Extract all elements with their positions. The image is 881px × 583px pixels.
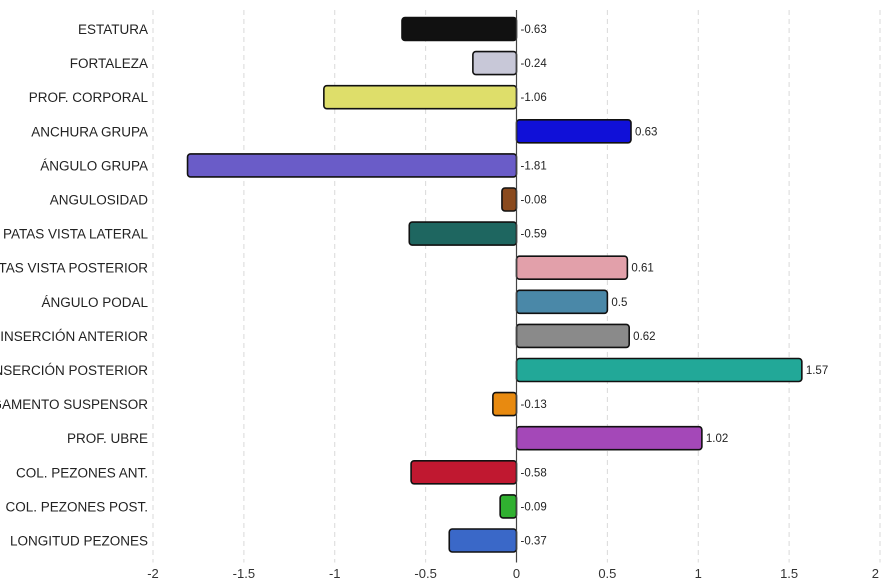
category-label: ANCHURA GRUPA	[31, 124, 148, 139]
value-label: 1.57	[806, 365, 828, 377]
bar	[501, 187, 518, 212]
category-label: LIGAMENTO SUSPENSOR	[0, 397, 148, 412]
value-label: 0.5	[611, 297, 627, 309]
value-label: -0.58	[521, 467, 547, 479]
bar	[186, 153, 518, 178]
bar	[515, 425, 703, 451]
value-label: 0.61	[631, 263, 653, 275]
bar	[515, 119, 632, 144]
x-tick-label: -1.5	[233, 566, 255, 581]
category-label: PROF. UBRE	[67, 431, 148, 446]
category-label: PATAS VISTA POSTERIOR	[0, 261, 148, 276]
bar	[492, 391, 518, 417]
bars	[186, 16, 803, 553]
bar	[410, 459, 518, 485]
category-label: COL. PEZONES ANT.	[16, 465, 148, 480]
bar	[515, 289, 609, 315]
value-label: 0.63	[635, 126, 657, 138]
value-label: 1.02	[706, 433, 728, 445]
category-label: COL. PEZONES POST.	[5, 499, 148, 514]
category-label: PROF. CORPORAL	[29, 90, 149, 105]
x-tick-label: -0.5	[414, 566, 436, 581]
value-label: -0.37	[521, 536, 547, 548]
bar	[323, 84, 518, 110]
value-label: -0.63	[521, 24, 547, 36]
bar	[499, 494, 518, 519]
bar	[448, 528, 518, 553]
bar	[515, 323, 630, 349]
value-label: 0.62	[633, 331, 655, 343]
bar	[472, 50, 518, 76]
value-label: -0.09	[521, 501, 547, 513]
value-label: -0.59	[521, 229, 547, 241]
bar	[401, 16, 518, 42]
category-label: ESTATURA	[78, 22, 148, 37]
value-label: -1.06	[521, 92, 547, 104]
x-tick-label: 1	[695, 566, 702, 581]
category-label: LONGITUD PEZONES	[10, 534, 148, 549]
value-label: -0.08	[521, 195, 547, 207]
x-tick-label: 0	[513, 566, 520, 581]
value-label: -0.13	[521, 399, 547, 411]
x-tick-label: -1	[329, 566, 341, 581]
x-tick-label: 0.5	[598, 566, 616, 581]
x-tick-label: 1.5	[780, 566, 798, 581]
bar	[408, 221, 518, 246]
category-label: INSERCIÓN ANTERIOR	[0, 329, 148, 344]
category-label: FORTALEZA	[70, 56, 148, 71]
category-label: ÁNGULO GRUPA	[40, 158, 148, 173]
value-labels: -0.63 -0.24 -1.06 0.63 -1.81 -0.08 -0.59 0.61 0.…	[521, 24, 829, 548]
category-labels: ESTATURA FORTALEZA PROF. CORPORAL ANCHURA G…	[0, 22, 148, 549]
bar	[515, 255, 629, 281]
category-label: ANGULOSIDAD	[50, 193, 149, 208]
value-label: -0.24	[521, 58, 548, 70]
category-label: PATAS VISTA LATERAL	[3, 227, 149, 242]
x-tick-label: 2	[872, 566, 879, 581]
category-label: INSERCIÓN POSTERIOR	[0, 363, 148, 378]
category-label: ÁNGULO PODAL	[41, 295, 148, 310]
value-label: -1.81	[521, 160, 547, 172]
x-tick-label: -2	[147, 566, 159, 581]
bar	[515, 357, 803, 383]
x-tick-labels: -2 -1.5 -1 -0.5 0 0.5 1 1.5 2	[147, 566, 879, 581]
